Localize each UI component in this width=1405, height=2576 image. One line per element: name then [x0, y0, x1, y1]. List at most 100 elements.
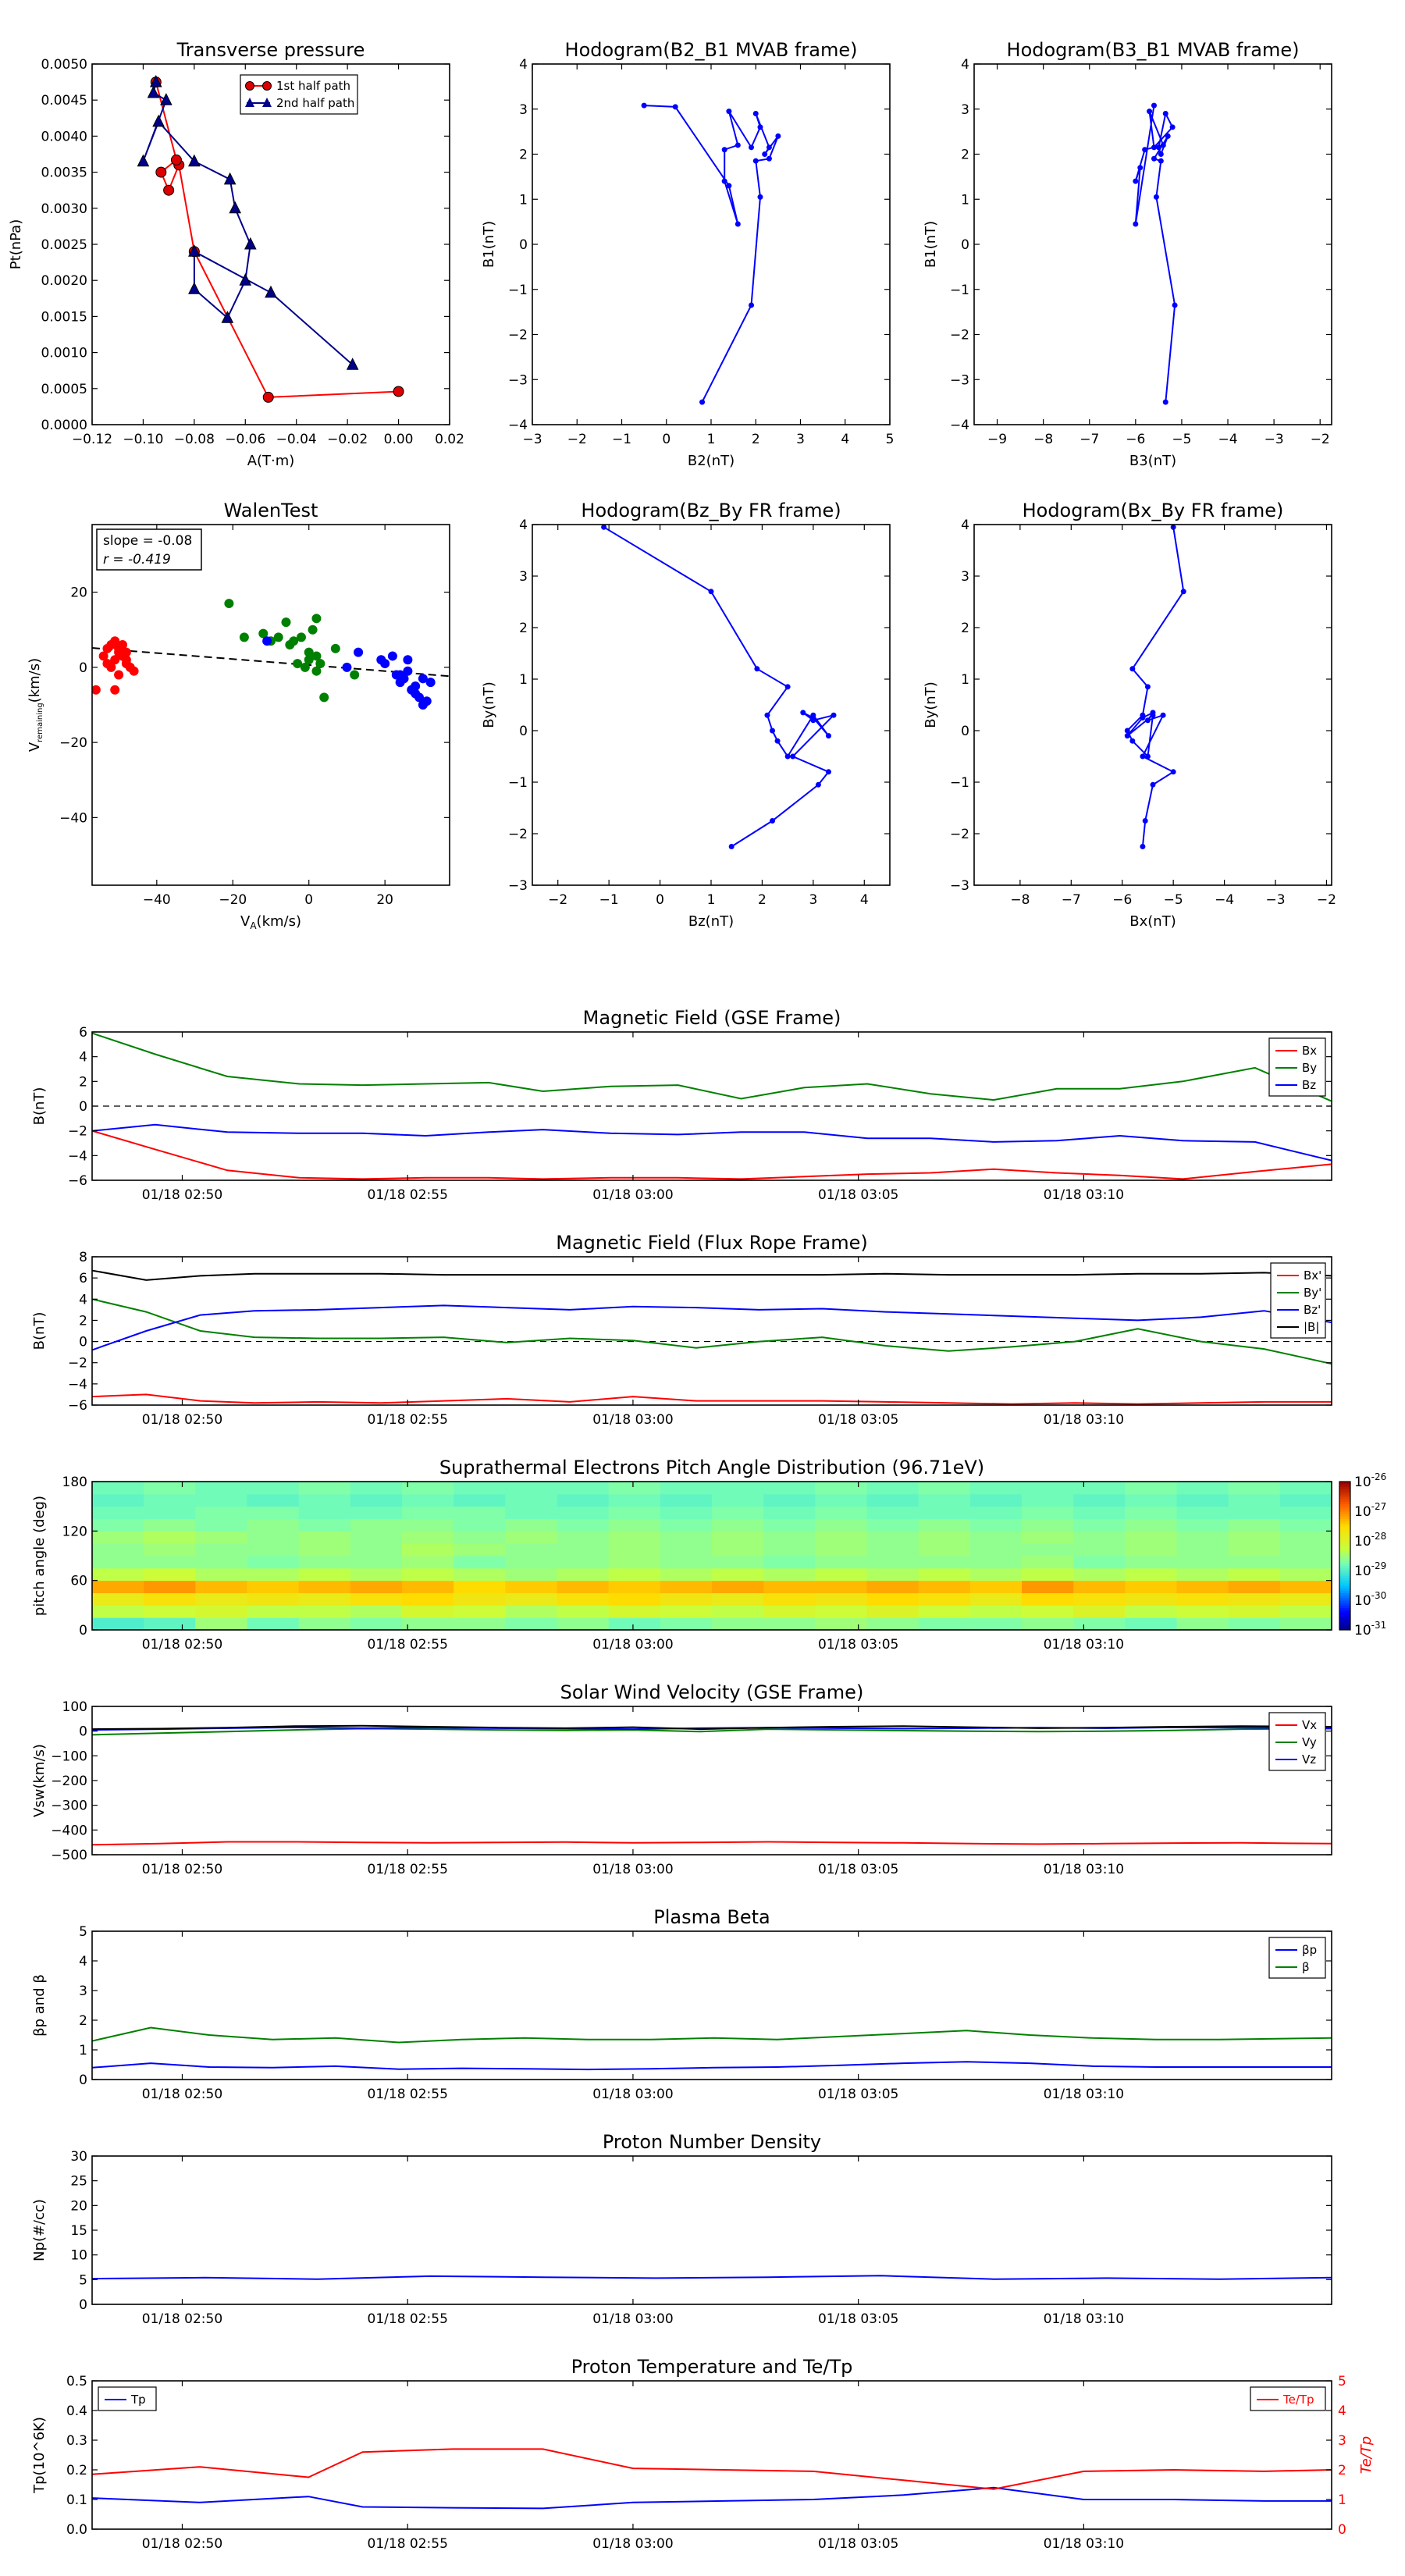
pad-cell: [505, 1605, 557, 1618]
pad-cell: [866, 1506, 919, 1519]
pad-cell: [815, 1617, 867, 1630]
proton-temperature-ytick-label: 0.5: [66, 2374, 87, 2389]
pad-cell: [1073, 1493, 1126, 1507]
marker-dot: [1124, 728, 1130, 734]
pad-cell: [1176, 1567, 1229, 1582]
hodogram-b3-b1-ytick-label: 2: [961, 148, 969, 163]
marker-dot: [754, 666, 760, 672]
pad-cell: [763, 1543, 816, 1557]
marker-dot: [757, 124, 763, 130]
marker-circle: [155, 166, 167, 178]
walen-test-ytick-label: −20: [59, 735, 87, 751]
transverse-pressure-ytick-label: 0.0015: [41, 309, 87, 325]
colorbar-segment: [1339, 1511, 1350, 1514]
pad-cell: [195, 1605, 247, 1618]
colorbar-tick-label: 10-31: [1354, 1620, 1386, 1638]
pad-cell: [247, 1531, 300, 1544]
marker-triangle: [229, 201, 242, 214]
pad-cell: [866, 1567, 919, 1582]
walen-point-series-2: [411, 688, 421, 699]
pad-cell: [1176, 1482, 1229, 1495]
colorbar-segment: [1339, 1486, 1350, 1489]
pad-cell: [1073, 1567, 1126, 1582]
mag-fr-xtick-label: 01/18 03:10: [1044, 1412, 1124, 1428]
hodogram-bz-by-xtick-label: 0: [656, 892, 664, 908]
hodogram-bz-by-ytick-label: −3: [508, 878, 528, 894]
series-line-0: [155, 81, 399, 398]
colorbar-segment: [1339, 1585, 1350, 1589]
hodogram-bz-by-ytick-label: −1: [508, 775, 528, 791]
pad-cell: [557, 1580, 610, 1593]
marker-dot: [815, 781, 821, 788]
colorbar-segment: [1339, 1526, 1350, 1529]
marker-dot: [728, 844, 735, 849]
pad-cell: [247, 1617, 300, 1630]
pad-cell: [557, 1567, 610, 1582]
hodogram-bx-by-xtick-label: −8: [1010, 892, 1030, 908]
pad-cell: [144, 1531, 196, 1544]
walen-point-series-1: [300, 662, 310, 672]
hodogram-bz-by-ytick-label: 3: [519, 569, 528, 585]
panel-transverse-pressure: Transverse pressure−0.12 −0.10 −0.08 −0.06−…: [8, 39, 464, 469]
pad-cell: [247, 1592, 300, 1606]
walen-test-xtick-label: 20: [376, 892, 393, 908]
walen-point-series-2: [395, 670, 405, 680]
marker-triangle: [149, 74, 162, 87]
colorbar-segment: [1339, 1543, 1350, 1546]
hodogram-bx-by-xtick-label: −4: [1215, 892, 1234, 908]
mag-fr-ytick-label: 6: [79, 1271, 87, 1286]
pad-cell: [92, 1592, 144, 1606]
marker-dot: [1147, 109, 1153, 115]
proton-density-frame: [91, 2155, 1332, 2305]
marker-dot: [825, 733, 831, 739]
pad-cell: [454, 1493, 506, 1507]
colorbar-exp: -29: [1371, 1560, 1387, 1571]
mag-gse-ytick-label: −2: [68, 1124, 87, 1140]
colorbar-segment: [1339, 1560, 1350, 1564]
pad-cell: [92, 1556, 144, 1569]
pad-cell: [144, 1493, 196, 1507]
colorbar-segment: [1339, 1575, 1350, 1578]
pad-cell: [763, 1556, 816, 1569]
pad-cell: [402, 1556, 454, 1569]
ylabel-main: V: [27, 742, 43, 752]
walen-point-series-2: [425, 678, 436, 688]
plasma-beta-legend-box: [1268, 1937, 1326, 1979]
legend-label-1st: 1st half path: [276, 79, 350, 93]
proton-density-xtick-label: 01/18 03:00: [592, 2311, 673, 2327]
transverse-pressure-xtick-label: −0.04: [276, 432, 317, 447]
marker-dot: [1160, 712, 1166, 718]
pad-cell: [144, 1580, 196, 1593]
hodogram-b2-b1-xtick-label: 1: [707, 432, 716, 447]
marker-dot: [775, 133, 781, 139]
pad-cell: [815, 1493, 867, 1507]
plasma-beta-title: Plasma Beta: [653, 1906, 770, 1928]
panel-hodogram-b2-b1: Hodogram(B2_B1 MVAB frame) −3 −2 −1 0 1 2 3 4 5 −4…: [481, 39, 894, 469]
pad-cell: [1279, 1482, 1332, 1495]
transverse-pressure-xtick-label: −0.06: [225, 432, 265, 447]
pad-cell: [402, 1580, 454, 1593]
pad-cell: [763, 1482, 816, 1495]
pad-cell: [1228, 1482, 1281, 1495]
pad-cell: [350, 1605, 403, 1618]
hodogram-bz-by-xtick-label: −1: [599, 892, 619, 908]
proton-density-ytick-label: 20: [70, 2198, 87, 2214]
proton-density-ytick-label: 30: [70, 2149, 87, 2165]
pad-cell: [866, 1556, 919, 1569]
hodogram-bx-by-ytick-label: 1: [961, 672, 969, 688]
pad-cell: [1228, 1592, 1281, 1606]
marker-dot: [735, 221, 741, 227]
pad-cell: [1176, 1531, 1229, 1544]
pad-cell: [815, 1518, 867, 1532]
pad-cell: [402, 1506, 454, 1519]
pad-cell: [815, 1556, 867, 1569]
mag-fr-series-By': [92, 1298, 1332, 1365]
walen-point-series-2: [380, 659, 390, 669]
pad-cell: [350, 1493, 403, 1507]
proton-density-ylabel: Np(#/cc): [31, 2199, 48, 2261]
hodogram-b3-b1-ytick-label: 3: [961, 102, 969, 118]
proton-temperature-y2tick-label: 3: [1338, 2433, 1346, 2449]
walen-point-series-0: [102, 659, 112, 669]
proton-density-plot-area: [92, 2275, 1332, 2280]
